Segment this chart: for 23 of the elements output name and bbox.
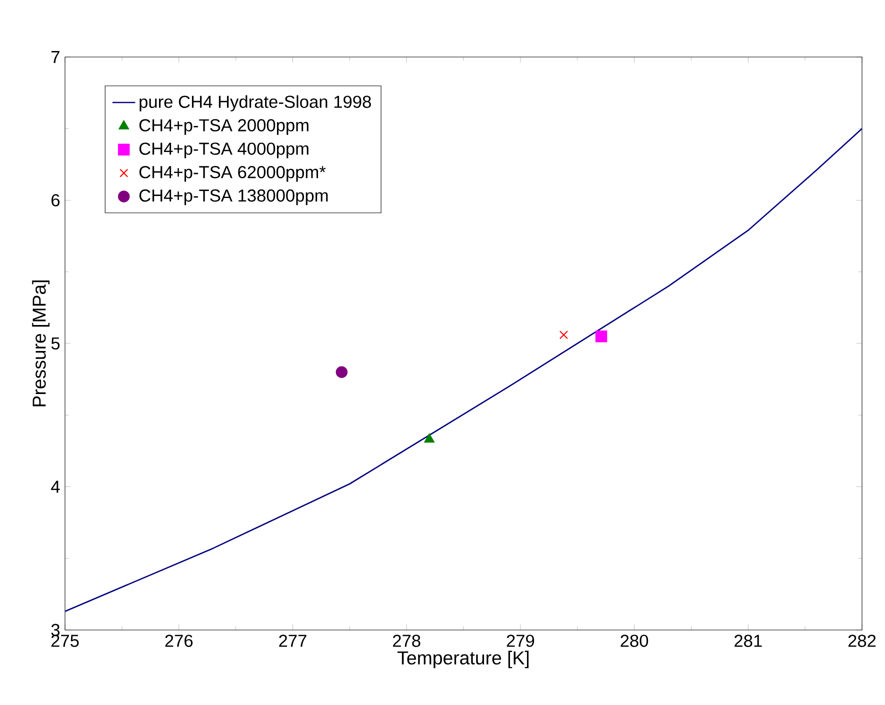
x-tick-label: 278 bbox=[392, 634, 420, 647]
x-tick-label: 277 bbox=[279, 634, 306, 647]
x-tick-label: 275 bbox=[51, 634, 79, 647]
point bbox=[559, 330, 568, 340]
point bbox=[336, 366, 348, 378]
point bbox=[424, 434, 434, 443]
legend-label: CH4+p-TSA 62000ppm* bbox=[139, 166, 326, 182]
x-tick-label: 279 bbox=[506, 634, 534, 647]
x-tick-label: 280 bbox=[620, 634, 648, 647]
y-axis-title: Pressure [MPa] bbox=[32, 280, 50, 406]
y-tick-label: 6 bbox=[52, 194, 60, 206]
y-tick-label: 4 bbox=[51, 480, 60, 493]
y-tick-label: 5 bbox=[51, 337, 60, 350]
x-tick-label: 281 bbox=[734, 634, 762, 647]
x-tick-label: 276 bbox=[165, 634, 193, 647]
legend-label: pure CH4 Hydrate-Sloan 1998 bbox=[140, 95, 371, 112]
legend-label: CH4+p-TSA 4000ppm bbox=[139, 142, 308, 158]
y-tick-label: 7 bbox=[52, 51, 60, 63]
x-axis-title: Temperature [K] bbox=[398, 650, 529, 668]
legend-label: CH4+p-TSA 2000ppm bbox=[139, 119, 308, 135]
legend-label: CH4+p-TSA 138000ppm bbox=[139, 189, 328, 206]
x-tick-label: 282 bbox=[848, 634, 876, 647]
point bbox=[595, 330, 608, 342]
